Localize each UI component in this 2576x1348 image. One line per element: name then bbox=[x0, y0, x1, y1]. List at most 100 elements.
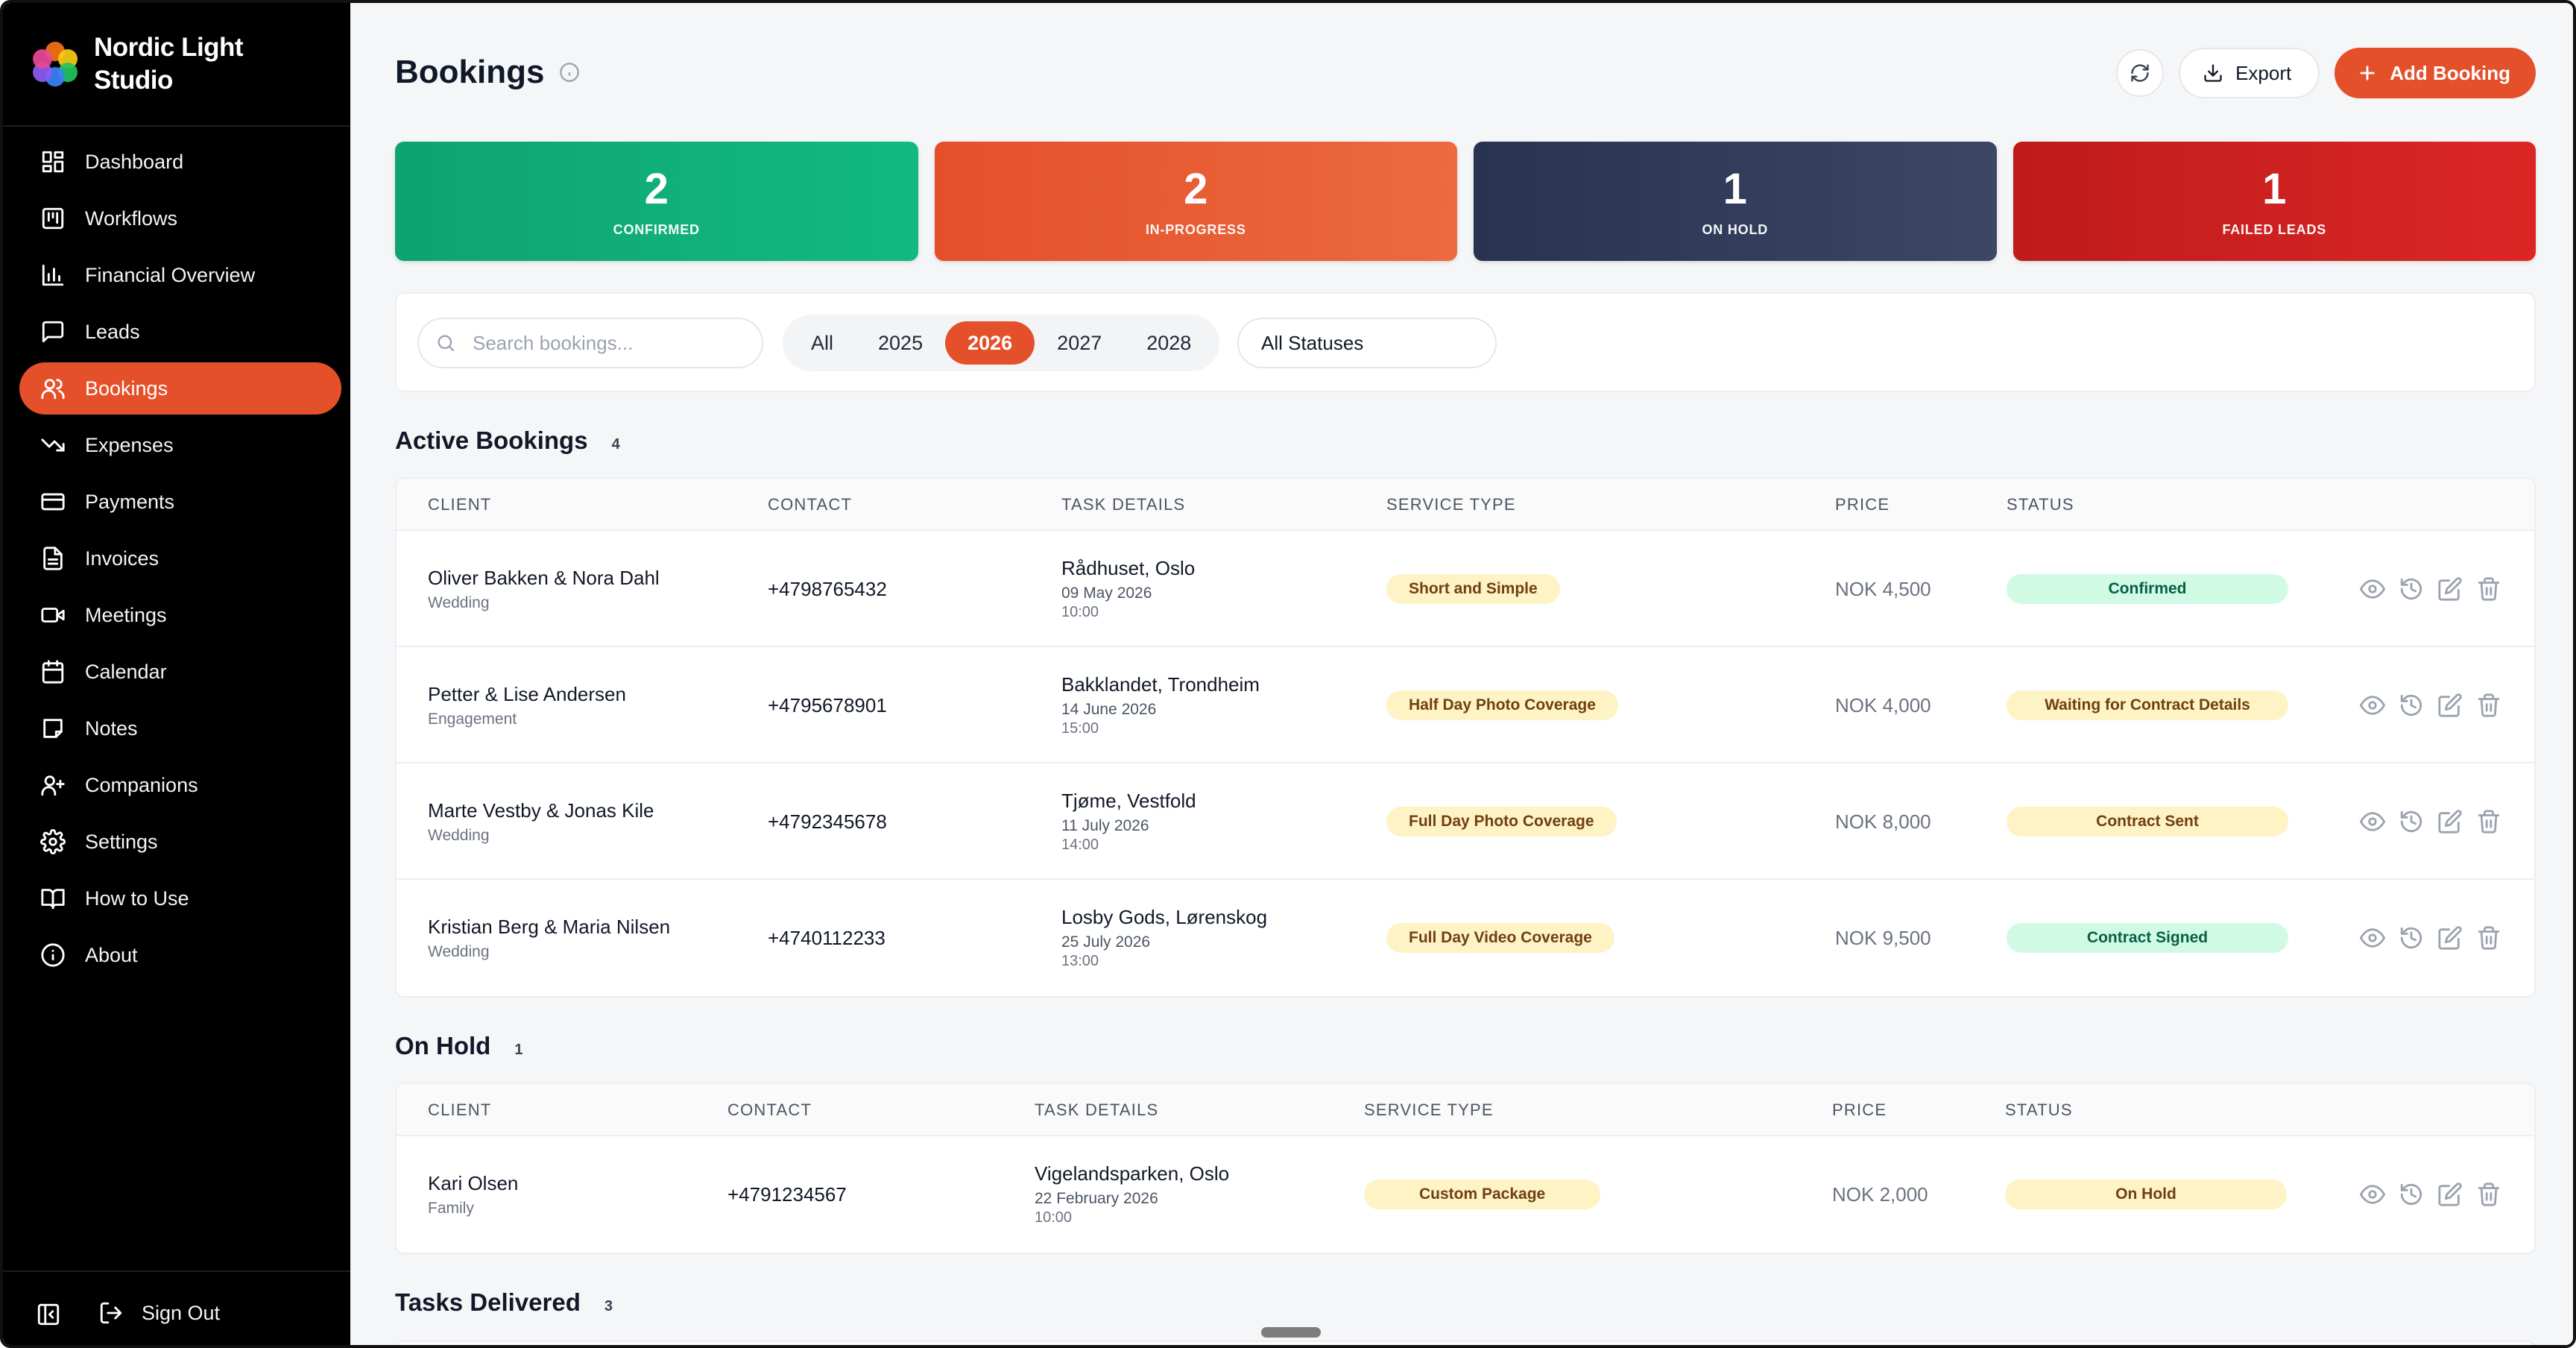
eye-icon[interactable] bbox=[2360, 576, 2385, 602]
task-time: 15:00 bbox=[1061, 720, 1099, 737]
sidebar-item-leads[interactable]: Leads bbox=[19, 306, 341, 358]
stat-card-confirmed[interactable]: 2 CONFIRMED bbox=[395, 142, 918, 261]
price-value: NOK 4,500 bbox=[1835, 577, 1931, 600]
scroll-handle[interactable] bbox=[1261, 1327, 1321, 1338]
header-actions: Export Add Booking bbox=[2116, 48, 2536, 98]
year-pill-2028[interactable]: 2028 bbox=[1146, 331, 1192, 354]
table-row[interactable]: Oliver Bakken & Nora Dahl Wedding +47987… bbox=[397, 531, 2534, 647]
sidebar-item-payments[interactable]: Payments bbox=[19, 476, 341, 528]
history-icon[interactable] bbox=[2399, 576, 2424, 602]
sidebar-item-calendar[interactable]: Calendar bbox=[19, 646, 341, 698]
export-button[interactable]: Export bbox=[2179, 48, 2320, 98]
search-input[interactable] bbox=[473, 331, 756, 355]
table-row[interactable]: Kari Olsen Family +4791234567 Vigelandsp… bbox=[397, 1136, 2534, 1253]
history-icon[interactable] bbox=[2399, 809, 2424, 834]
client-name: Kari Olsen bbox=[428, 1171, 519, 1194]
sidebar-item-label: Payments bbox=[85, 490, 175, 513]
sidebar-item-companions[interactable]: Companions bbox=[19, 759, 341, 811]
price-cell: NOK 4,000 bbox=[1835, 647, 1931, 763]
edit-icon[interactable] bbox=[2437, 809, 2463, 834]
service-badge: Short and Simple bbox=[1386, 574, 1560, 604]
add-booking-label: Add Booking bbox=[2390, 61, 2510, 84]
year-pill-2026[interactable]: 2026 bbox=[945, 321, 1035, 365]
sidebar-item-invoices[interactable]: Invoices bbox=[19, 532, 341, 585]
table-header: CLIENT CONTACT TASK DETAILS SERVICE TYPE… bbox=[397, 1084, 2534, 1136]
column-header-contact[interactable]: CONTACT bbox=[768, 495, 853, 514]
task-location: Rådhuset, Oslo bbox=[1061, 557, 1196, 579]
history-icon[interactable] bbox=[2399, 1182, 2424, 1207]
column-header-status[interactable]: STATUS bbox=[2005, 1100, 2073, 1119]
trash-icon[interactable] bbox=[2476, 809, 2501, 834]
sidebar-item-how-to-use[interactable]: How to Use bbox=[19, 872, 341, 925]
service-badge: Custom Package bbox=[1364, 1180, 1601, 1209]
column-header-client[interactable]: CLIENT bbox=[428, 495, 492, 514]
search-icon bbox=[438, 335, 455, 352]
column-header-contact[interactable]: CONTACT bbox=[727, 1100, 812, 1119]
contact-phone: +4795678901 bbox=[768, 693, 887, 716]
sidebar-item-about[interactable]: About bbox=[19, 929, 341, 981]
eye-icon[interactable] bbox=[2360, 809, 2385, 834]
trash-icon[interactable] bbox=[2476, 1182, 2501, 1207]
table-row[interactable]: Kristian Berg & Maria Nilsen Wedding +47… bbox=[397, 880, 2534, 996]
column-header-price[interactable]: PRICE bbox=[1832, 1100, 1887, 1119]
table-row[interactable]: Petter & Lise Andersen Engagement +47956… bbox=[397, 647, 2534, 763]
brand-logo-icon bbox=[33, 42, 78, 86]
year-pill-2025[interactable]: 2025 bbox=[878, 331, 924, 354]
year-pill-all[interactable]: All bbox=[811, 331, 834, 354]
price-cell: NOK 9,500 bbox=[1835, 880, 1931, 996]
edit-icon[interactable] bbox=[2437, 576, 2463, 602]
column-header-service-type[interactable]: SERVICE TYPE bbox=[1364, 1100, 1494, 1119]
sidebar-item-settings[interactable]: Settings bbox=[19, 816, 341, 868]
eye-icon[interactable] bbox=[2360, 693, 2385, 718]
sidebar-item-label: Expenses bbox=[85, 433, 174, 456]
column-header-task-details[interactable]: TASK DETAILS bbox=[1035, 1100, 1159, 1119]
dashboard-icon bbox=[42, 151, 64, 173]
column-header-task-details[interactable]: TASK DETAILS bbox=[1061, 495, 1186, 514]
sidebar-item-meetings[interactable]: Meetings bbox=[19, 589, 341, 641]
sidebar-item-dashboard[interactable]: Dashboard bbox=[19, 136, 341, 188]
column-header-price[interactable]: PRICE bbox=[1835, 495, 1890, 514]
section-count: 4 bbox=[611, 436, 620, 453]
trash-icon[interactable] bbox=[2476, 693, 2501, 718]
table-row[interactable]: Marte Vestby & Jonas Kile Wedding +47923… bbox=[397, 763, 2534, 880]
history-icon[interactable] bbox=[2399, 693, 2424, 718]
status-filter-select[interactable]: All Statuses bbox=[1237, 318, 1497, 368]
edit-icon[interactable] bbox=[2437, 693, 2463, 718]
eye-icon[interactable] bbox=[2360, 1182, 2385, 1207]
stat-card-on-hold[interactable]: 1 ON HOLD bbox=[1474, 142, 1997, 261]
edit-icon[interactable] bbox=[2437, 925, 2463, 951]
credit-card-icon bbox=[41, 493, 65, 511]
log-out-icon bbox=[100, 1302, 122, 1324]
kanban-icon bbox=[42, 207, 64, 230]
brand[interactable]: Nordic Light Studio bbox=[33, 31, 244, 97]
eye-icon[interactable] bbox=[2360, 925, 2385, 951]
sidebar-item-workflows[interactable]: Workflows bbox=[19, 192, 341, 245]
sidebar-item-notes[interactable]: Notes bbox=[19, 702, 341, 755]
sidebar-item-expenses[interactable]: Expenses bbox=[19, 419, 341, 471]
client-type: Wedding bbox=[428, 593, 490, 611]
column-header-service-type[interactable]: SERVICE TYPE bbox=[1386, 495, 1516, 514]
collapse-sidebar-button[interactable] bbox=[36, 1302, 61, 1327]
add-booking-button[interactable]: Add Booking bbox=[2334, 48, 2536, 98]
stat-card-in-progress[interactable]: 2 IN-PROGRESS bbox=[934, 142, 1457, 261]
trash-icon[interactable] bbox=[2476, 925, 2501, 951]
sidebar-item-financial-overview[interactable]: Financial Overview bbox=[19, 249, 341, 301]
gear-icon bbox=[40, 829, 66, 854]
trash-icon[interactable] bbox=[2476, 576, 2501, 602]
sidebar-item-bookings[interactable]: Bookings bbox=[19, 362, 341, 415]
task-date: 25 July 2026 bbox=[1061, 933, 1151, 951]
sidebar-item-label: Bookings bbox=[85, 377, 168, 400]
stat-card-failed-leads[interactable]: 1 FAILED LEADS bbox=[2012, 142, 2536, 261]
info-icon[interactable] bbox=[559, 62, 580, 83]
column-header-status[interactable]: STATUS bbox=[2007, 495, 2074, 514]
task-details-cell: Tjøme, Vestfold 11 July 2026 14:00 bbox=[1061, 763, 1196, 880]
page-title-text: Bookings bbox=[395, 54, 545, 90]
sidebar-item-label: Leads bbox=[85, 320, 140, 343]
year-pill-2027[interactable]: 2027 bbox=[1057, 331, 1102, 354]
edit-icon[interactable] bbox=[2437, 1182, 2463, 1207]
refresh-button[interactable] bbox=[2116, 49, 2165, 97]
history-icon[interactable] bbox=[2399, 925, 2424, 951]
column-header-client[interactable]: CLIENT bbox=[428, 1100, 492, 1119]
sign-out-button[interactable]: Sign Out bbox=[98, 1300, 220, 1326]
price-value: NOK 2,000 bbox=[1832, 1182, 1928, 1206]
